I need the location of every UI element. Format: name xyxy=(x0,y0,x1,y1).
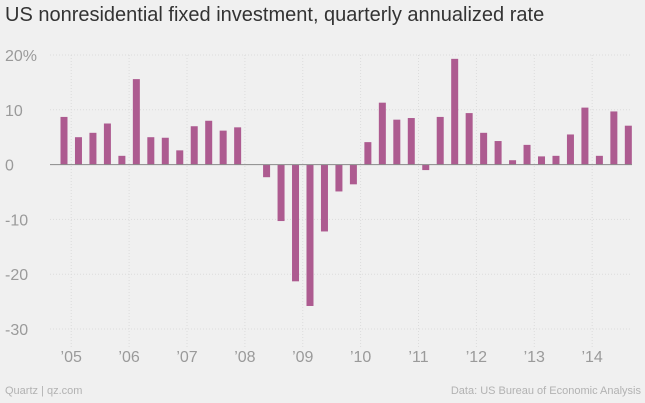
x-tick-label: ’14 xyxy=(581,349,602,366)
bar xyxy=(509,160,517,165)
bar xyxy=(349,164,357,185)
bar xyxy=(118,155,126,165)
bar xyxy=(161,137,169,165)
bar xyxy=(320,164,328,232)
bar xyxy=(335,164,343,192)
y-tick-label: 0 xyxy=(5,158,14,175)
bar xyxy=(60,116,68,165)
x-tick-label: ’13 xyxy=(524,349,545,366)
bar xyxy=(566,134,574,165)
bar xyxy=(581,107,589,165)
bars xyxy=(60,58,632,306)
bar xyxy=(595,155,603,165)
x-tick-label: ’05 xyxy=(61,349,82,366)
bar xyxy=(103,123,111,165)
x-tick-label: ’06 xyxy=(118,349,139,366)
bar xyxy=(494,141,502,165)
bar xyxy=(364,142,372,165)
chart-title: US nonresidential fixed investment, quar… xyxy=(5,4,545,26)
bar xyxy=(407,118,415,165)
bar xyxy=(451,58,459,165)
bar xyxy=(147,137,155,165)
bar xyxy=(277,164,285,222)
bar xyxy=(465,113,473,165)
bar xyxy=(292,164,300,282)
y-tick-label: -30 xyxy=(5,322,28,339)
bar xyxy=(393,119,401,165)
x-tick-label: ’11 xyxy=(408,349,428,366)
bar xyxy=(190,126,198,165)
bar xyxy=(538,156,546,165)
x-tick-label: ’07 xyxy=(176,349,197,366)
bar xyxy=(205,120,213,165)
bar xyxy=(378,102,386,165)
y-tick-label: -10 xyxy=(5,212,28,229)
y-tick-label: 20% xyxy=(5,48,37,65)
bar xyxy=(234,127,242,165)
bar xyxy=(89,132,97,165)
bar xyxy=(422,164,430,171)
bar xyxy=(263,164,271,178)
x-tick-label: ’10 xyxy=(350,349,371,366)
bar xyxy=(523,144,531,165)
source-credit: Quartz | qz.com xyxy=(5,385,83,397)
y-axis-ticks: 20% 10 0 -10 -20 -30 xyxy=(5,48,37,339)
gridlines xyxy=(50,54,632,347)
y-tick-label: -20 xyxy=(5,267,28,284)
x-tick-label: ’12 xyxy=(466,349,487,366)
x-axis-ticks: ’05 ’06 ’07 ’08 ’09 ’10 ’11 ’12 ’13 ’14 xyxy=(61,349,603,366)
bar xyxy=(306,164,314,306)
bar xyxy=(480,132,488,165)
bar xyxy=(610,111,618,165)
bar xyxy=(74,137,82,165)
x-tick-label: ’09 xyxy=(292,349,313,366)
bar xyxy=(176,150,184,165)
bar xyxy=(219,130,227,165)
bar xyxy=(624,125,632,165)
data-source: Data: US Bureau of Economic Analysis xyxy=(450,385,641,397)
y-tick-label: 10 xyxy=(5,103,23,120)
bar xyxy=(552,155,560,165)
bar xyxy=(132,79,140,165)
x-tick-label: ’08 xyxy=(234,349,255,366)
bar xyxy=(436,116,444,165)
